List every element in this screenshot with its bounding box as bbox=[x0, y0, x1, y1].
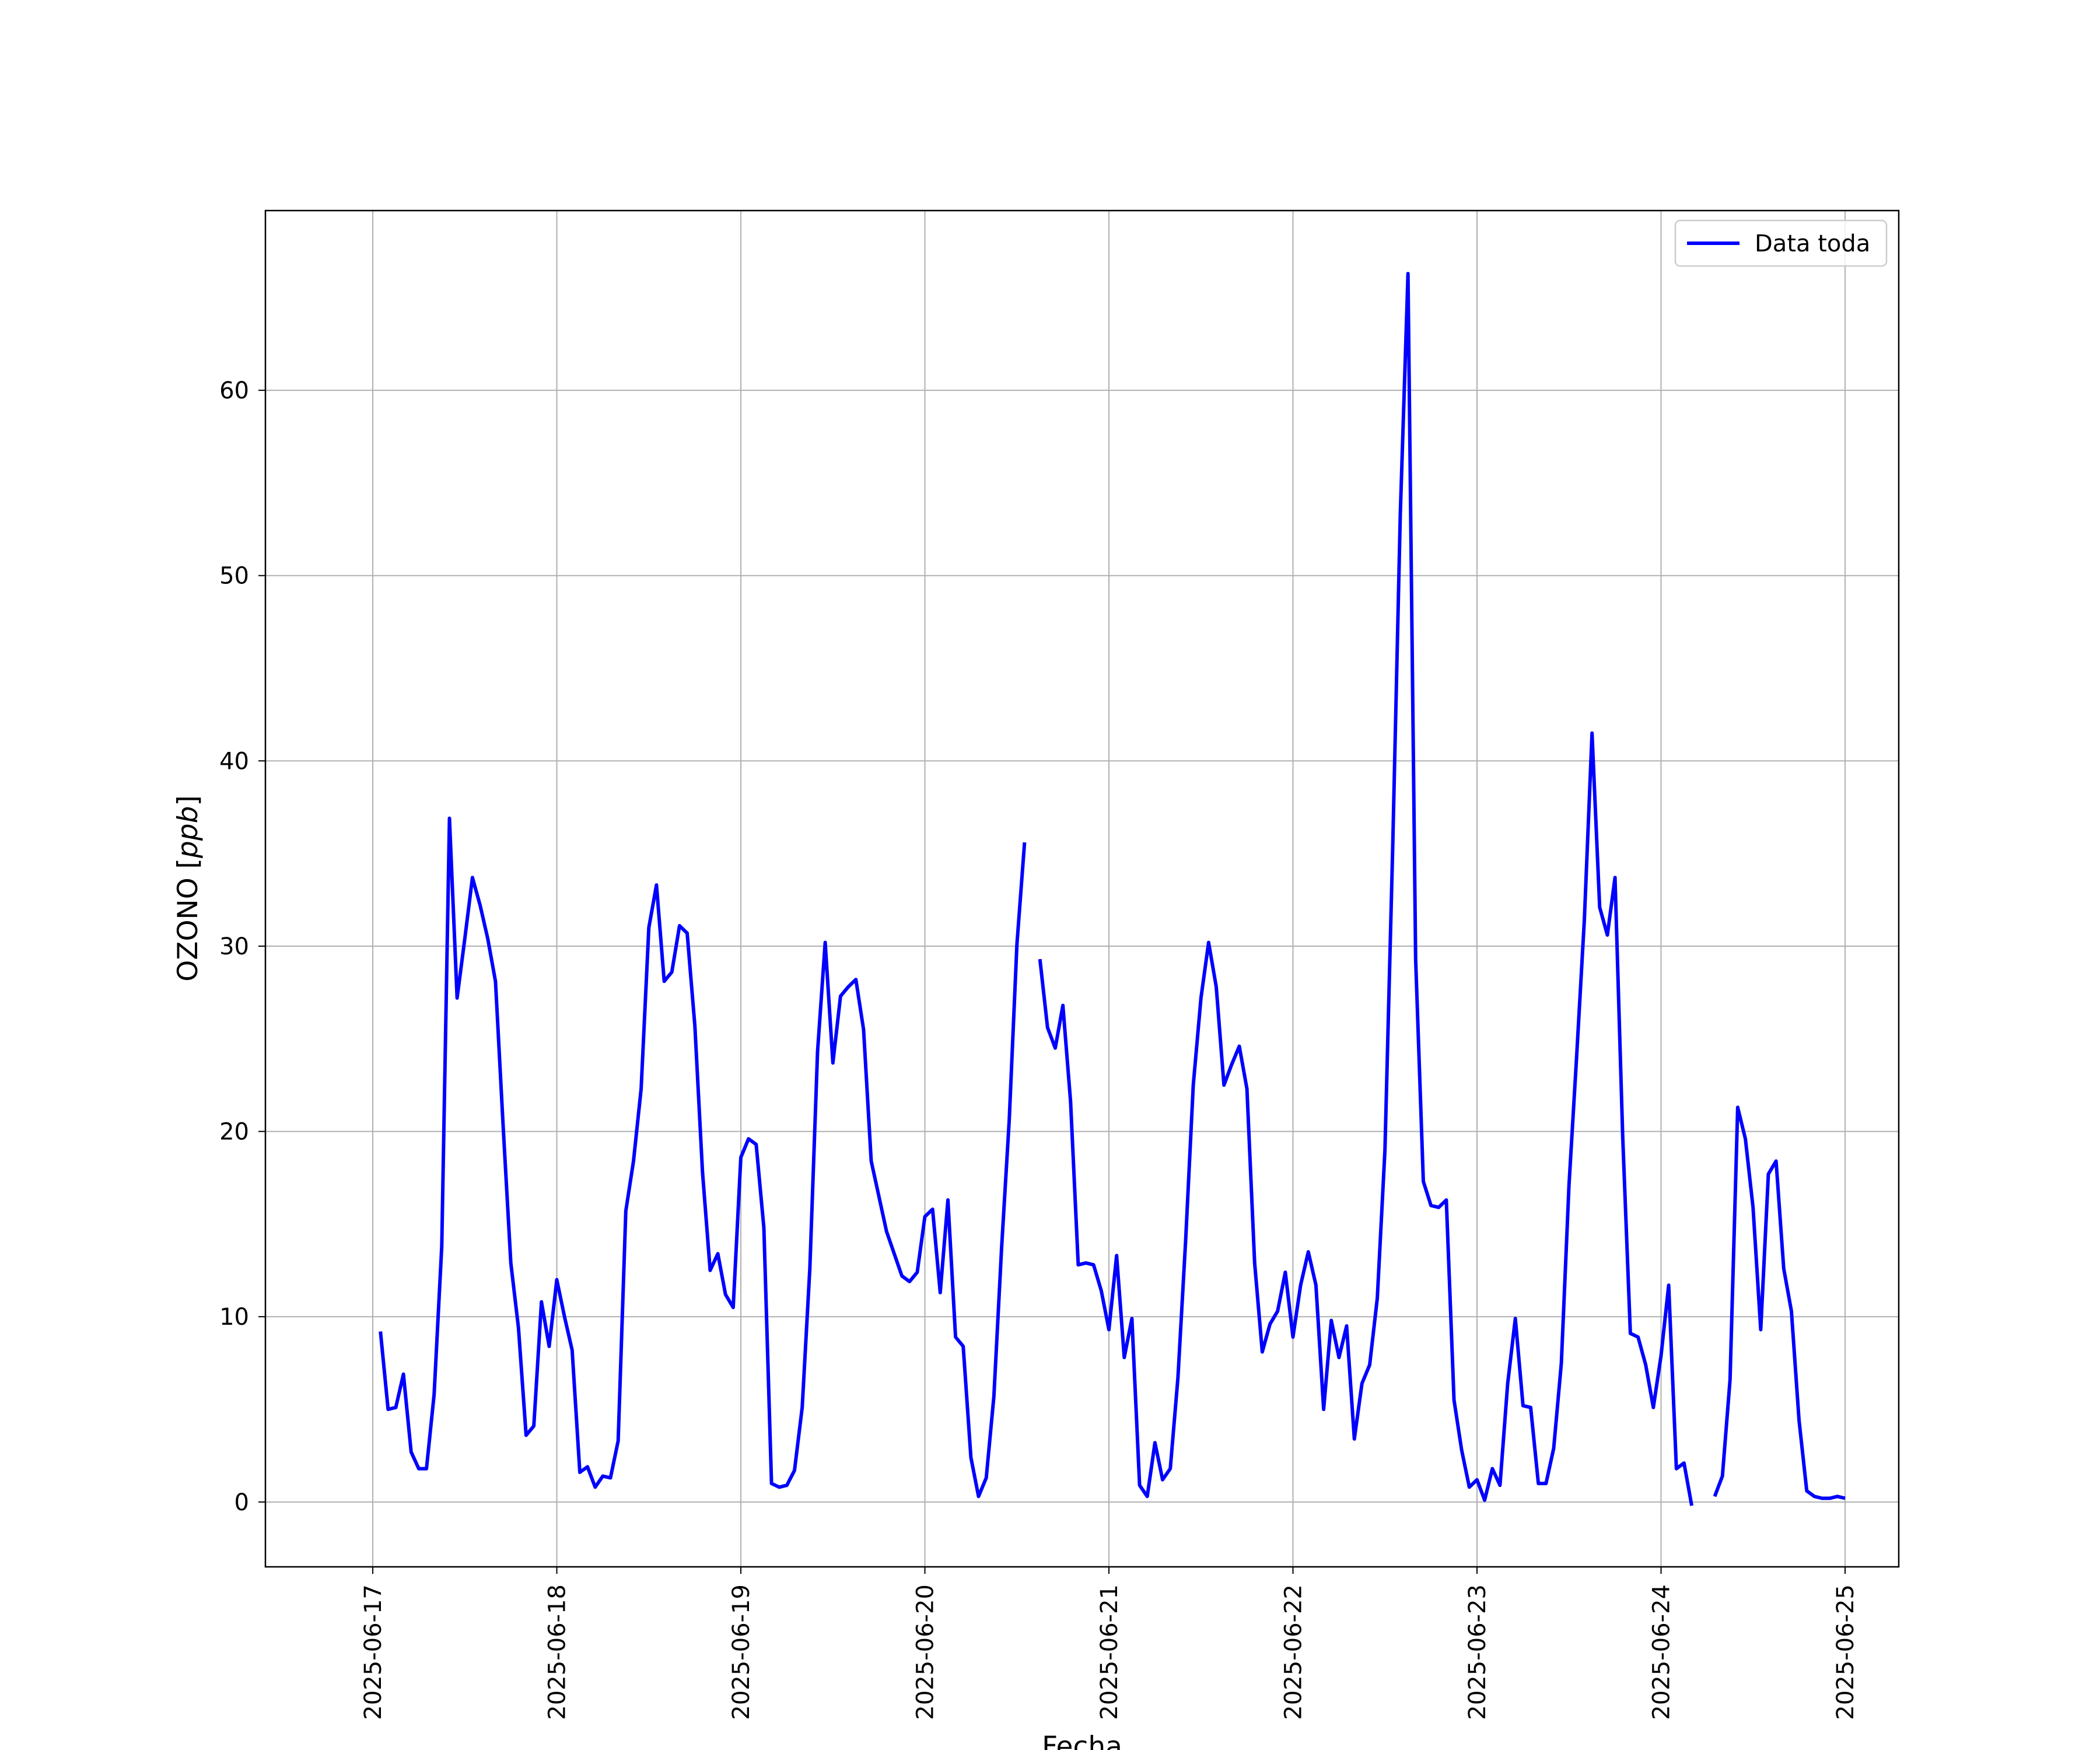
plot-frame bbox=[264, 209, 1900, 1568]
legend-label: Data toda bbox=[1755, 230, 1870, 257]
x-tick-label: 2025-06-21 bbox=[1096, 1584, 1123, 1720]
y-tick-label: 0 bbox=[235, 1489, 249, 1516]
y-tick-label: 50 bbox=[219, 563, 249, 590]
x-axis-label: Fecha bbox=[1042, 1731, 1122, 1750]
y-tick-label: 60 bbox=[219, 377, 249, 404]
y-tick-label: 40 bbox=[219, 748, 249, 775]
data-series bbox=[379, 272, 1846, 1506]
legend-box bbox=[1674, 219, 1888, 267]
y-axis-label-unit: ppb bbox=[172, 806, 204, 859]
x-tick-label: 2025-06-18 bbox=[544, 1584, 571, 1720]
x-tick-label: 2025-06-24 bbox=[1648, 1584, 1675, 1720]
y-axis-label-prefix: OZONO [ bbox=[172, 858, 204, 982]
y-tick-label: 10 bbox=[219, 1304, 249, 1331]
y-tick-label: 30 bbox=[219, 933, 249, 960]
legend: Data toda bbox=[1674, 219, 1888, 267]
x-tick-label: 2025-06-19 bbox=[728, 1584, 755, 1720]
y-tick-label: 20 bbox=[219, 1119, 249, 1146]
y-axis-label-suffix: ] bbox=[172, 795, 204, 806]
x-tick-label: 2025-06-17 bbox=[360, 1584, 387, 1720]
series-line-segment bbox=[1713, 1105, 1846, 1500]
series-line-segment bbox=[1038, 272, 1694, 1506]
y-axis-label: OZONO [ppb] bbox=[172, 795, 204, 981]
x-tick-label: 2025-06-22 bbox=[1280, 1584, 1307, 1720]
x-tick-label: 2025-06-23 bbox=[1464, 1584, 1491, 1720]
axis-ticks: 0 10 20 30 40 50 60 2025-06-17 2025-06-18 2025-06… bbox=[219, 377, 1859, 1720]
x-tick-label: 2025-06-25 bbox=[1832, 1584, 1859, 1720]
series-line-segment bbox=[379, 816, 1027, 1499]
x-tick-label: 2025-06-20 bbox=[912, 1584, 939, 1720]
grid-lines bbox=[265, 211, 1899, 1567]
